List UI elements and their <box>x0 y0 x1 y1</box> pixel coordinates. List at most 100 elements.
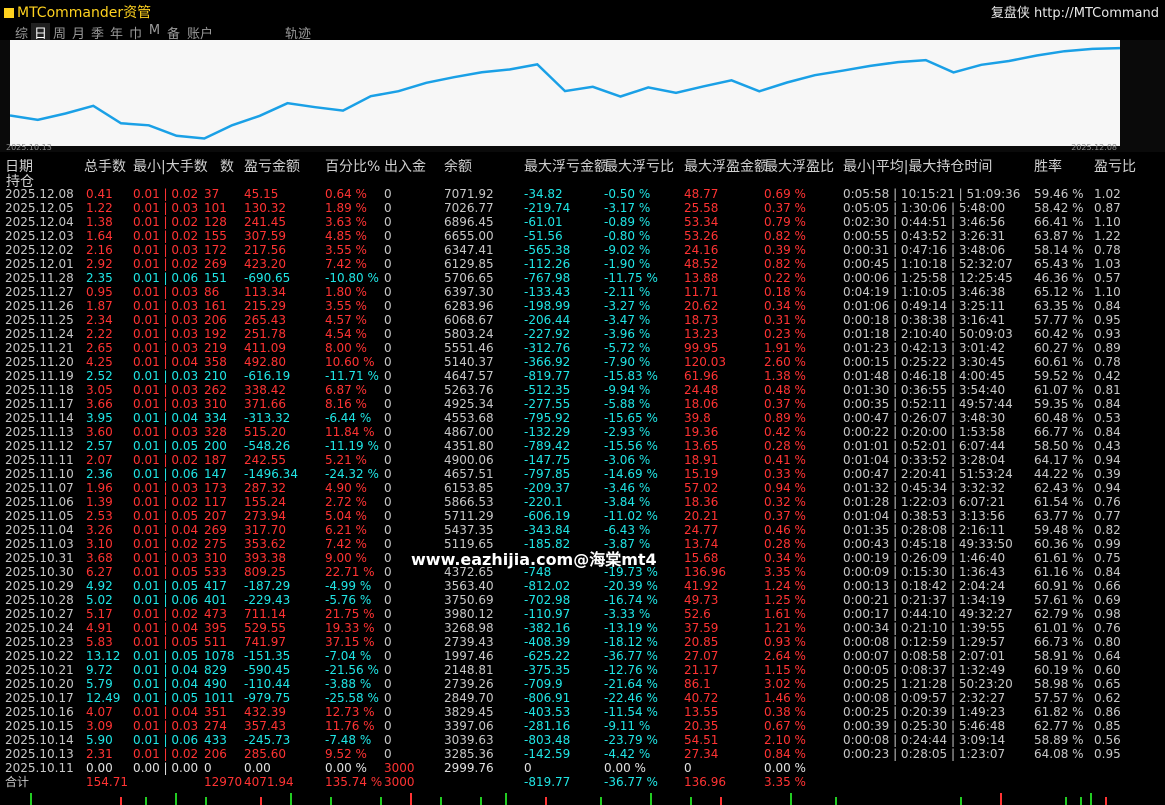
table-row[interactable]: 2025.11.05 2.53 0.01 | 0.05 207 273.94 5.04 %… <box>0 509 1165 523</box>
tab-magic[interactable]: M <box>148 23 161 38</box>
table-row[interactable]: 2025.10.11 0.00 0.00 | 0.00 0 0.00 0.00 % 3000… <box>0 761 1165 775</box>
cell-max-float-loss: -512.35 <box>524 383 571 397</box>
cell-count: 328 <box>204 425 227 439</box>
app-icon <box>4 8 14 18</box>
table-row[interactable]: 2025.11.11 2.07 0.01 | 0.02 187 242.55 5.21 %… <box>0 453 1165 467</box>
table-row[interactable]: 2025.11.26 1.87 0.01 | 0.03 161 215.29 3.55 %… <box>0 299 1165 313</box>
tab-note[interactable]: 备 <box>166 27 180 42</box>
tab-trajectory[interactable]: 轨迹 <box>285 27 312 42</box>
table-row[interactable]: 2025.11.28 2.35 0.01 | 0.06 151 -690.65 -10.8… <box>0 271 1165 285</box>
table-row[interactable]: 2025.11.18 3.05 0.01 | 0.03 262 338.42 6.87 %… <box>0 383 1165 397</box>
table-row[interactable]: 2025.10.31 3.68 0.01 | 0.03 310 393.38 9.00 %… <box>0 551 1165 565</box>
table-row[interactable]: 2025.11.21 2.65 0.01 | 0.03 219 411.09 8.00 %… <box>0 341 1165 355</box>
tab-account[interactable]: 账户 <box>186 27 213 42</box>
tab-quarter[interactable]: 季 <box>90 27 104 42</box>
cell-date: 2025.12.03 <box>5 229 74 243</box>
cell-max-float-profit-pct: 0.22 % <box>764 271 806 285</box>
cell-max-float-profit-pct: 0.34 % <box>764 551 806 565</box>
cell-max-float-loss-pct: -15.56 % <box>604 439 658 453</box>
tab-symbol[interactable]: 巾 <box>128 27 142 42</box>
table-row[interactable]: 2025.11.27 0.95 0.01 | 0.03 86 113.34 1.80 % 0… <box>0 285 1165 299</box>
cell-pnl: 357.43 <box>244 719 286 733</box>
table-row[interactable]: 2025.11.12 2.57 0.01 | 0.05 200 -548.26 -11.1… <box>0 439 1165 453</box>
cell-max-float-loss-pct: -1.90 % <box>604 257 651 271</box>
tab-day[interactable]: 日 <box>31 23 50 42</box>
cell-profit-factor: 0.99 <box>1094 537 1121 551</box>
cell-lots: 3.60 <box>86 425 113 439</box>
cell-date: 2025.11.13 <box>5 425 74 439</box>
table-row[interactable]: 2025.12.08 0.41 0.01 | 0.02 37 45.15 0.64 % 0 7… <box>0 187 1165 201</box>
table-row[interactable]: 2025.11.10 2.36 0.01 | 0.06 147 -1496.34 -24.… <box>0 467 1165 481</box>
table-row[interactable]: 2025.12.03 1.64 0.01 | 0.02 155 307.59 4.85 %… <box>0 229 1165 243</box>
cell-win-rate: 60.27 % <box>1034 341 1084 355</box>
table-row[interactable]: 2025.10.14 5.90 0.01 | 0.06 433 -245.73 -7.48… <box>0 733 1165 747</box>
cell-max-float-loss-pct: -16.74 % <box>604 593 658 607</box>
cell-max-float-loss: -748 <box>524 565 552 579</box>
cell-count: 533 <box>204 565 227 579</box>
table-row[interactable]: 2025.10.13 2.31 0.01 | 0.02 206 285.60 9.52 %… <box>0 747 1165 761</box>
cell-max-float-loss-pct: -13.19 % <box>604 621 658 635</box>
cell-hold-time: 0:01:01 | 0:52:01 | 6:07:44 <box>843 439 1006 453</box>
cell-win-rate: 63.77 % <box>1034 509 1084 523</box>
table-row[interactable]: 2025.11.24 2.22 0.01 | 0.03 192 251.78 4.54 %… <box>0 327 1165 341</box>
cell-profit-factor: 0.66 <box>1094 579 1121 593</box>
table-row[interactable]: 2025.10.28 5.02 0.01 | 0.06 401 -229.43 -5.76… <box>0 593 1165 607</box>
table-row[interactable]: 2025.10.23 5.83 0.01 | 0.05 511 741.97 37.15 … <box>0 635 1165 649</box>
table-row[interactable]: 2025.11.13 3.60 0.01 | 0.03 328 515.20 11.84 … <box>0 425 1165 439</box>
table-row[interactable]: 2025.10.22 13.12 0.01 | 0.05 1078 -151.35 -7.… <box>0 649 1165 663</box>
cell-count: 262 <box>204 383 227 397</box>
cell-date: 2025.12.05 <box>5 201 74 215</box>
tab-overview[interactable]: 综 <box>14 27 28 42</box>
tab-week[interactable]: 周 <box>52 27 66 42</box>
cell-inout: 0 <box>384 425 392 439</box>
cell-max-float-loss-pct: -3.06 % <box>604 453 651 467</box>
cell-count: 210 <box>204 369 227 383</box>
cell-max-float-profit-pct: 1.24 % <box>764 579 806 593</box>
tab-year[interactable]: 年 <box>109 27 123 42</box>
cell-profit-factor: 0.62 <box>1094 691 1121 705</box>
cell-pnl: -245.73 <box>244 733 291 747</box>
cell-pnl: 273.94 <box>244 509 286 523</box>
cell-date: 2025.10.14 <box>5 733 74 747</box>
cell-max-float-profit-pct: 0.37 % <box>764 201 806 215</box>
cell-profit-factor: 0.75 <box>1094 551 1121 565</box>
table-row[interactable]: 2025.10.16 4.07 0.01 | 0.04 351 432.39 12.73 … <box>0 705 1165 719</box>
table-row[interactable]: 2025.11.14 3.95 0.01 | 0.04 334 -313.32 -6.44… <box>0 411 1165 425</box>
table-row[interactable]: 2025.11.17 3.66 0.01 | 0.03 310 371.66 8.16 %… <box>0 397 1165 411</box>
cell-max-float-loss-pct: -0.89 % <box>604 215 651 229</box>
table-row[interactable]: 2025.10.21 9.72 0.01 | 0.04 829 -590.45 -21.5… <box>0 663 1165 677</box>
tab-month[interactable]: 月 <box>71 27 85 42</box>
table-row[interactable]: 2025.10.20 5.79 0.01 | 0.04 490 -110.44 -3.88… <box>0 677 1165 691</box>
table-row[interactable]: 2025.11.03 3.10 0.01 | 0.02 275 353.62 7.42 %… <box>0 537 1165 551</box>
cell-win-rate: 64.08 % <box>1034 747 1084 761</box>
cell-date: 2025.10.22 <box>5 649 74 663</box>
table-row[interactable]: 2025.10.27 5.17 0.01 | 0.02 473 711.14 21.75 … <box>0 607 1165 621</box>
table-row[interactable]: 2025.12.01 2.92 0.01 | 0.02 269 423.20 7.42 %… <box>0 257 1165 271</box>
cell-max-float-loss-pct: -3.84 % <box>604 495 651 509</box>
cell-profit-factor: 0.60 <box>1094 663 1121 677</box>
cell-count: 275 <box>204 537 227 551</box>
cell-max-float-profit: 15.68 <box>684 551 719 565</box>
table-row[interactable]: 2025.12.05 1.22 0.01 | 0.03 101 130.32 1.89 %… <box>0 201 1165 215</box>
table-row[interactable]: 2025.12.04 1.38 0.01 | 0.02 128 241.45 3.63 %… <box>0 215 1165 229</box>
table-row[interactable]: 2025.10.30 6.27 0.01 | 0.05 533 809.25 22.71 … <box>0 565 1165 579</box>
cell-max-float-loss-pct: -5.88 % <box>604 397 651 411</box>
table-row[interactable]: 2025.10.24 4.91 0.01 | 0.04 395 529.55 19.33 … <box>0 621 1165 635</box>
table-row[interactable]: 2025.10.15 3.09 0.01 | 0.03 274 357.43 11.76 … <box>0 719 1165 733</box>
table-row[interactable]: 2025.11.20 4.25 0.01 | 0.04 358 492.80 10.60 … <box>0 355 1165 369</box>
header-max-float-profit-pct: 最大浮盈比 <box>764 159 834 175</box>
table-row[interactable]: 2025.11.06 1.39 0.01 | 0.02 117 155.24 2.72 %… <box>0 495 1165 509</box>
cell-balance: 5551.46 <box>444 341 494 355</box>
table-row[interactable]: 2025.10.17 12.49 0.01 | 0.05 1011 -979.75 -25… <box>0 691 1165 705</box>
table-row[interactable]: 2025.11.04 3.26 0.01 | 0.04 269 317.70 6.21 %… <box>0 523 1165 537</box>
cell-max-float-loss: -789.42 <box>524 439 571 453</box>
cell-lots: 0.41 <box>86 187 113 201</box>
table-row[interactable]: 2025.11.19 2.52 0.01 | 0.03 210 -616.19 -11.7… <box>0 369 1165 383</box>
table-row[interactable]: 2025.11.07 1.96 0.01 | 0.03 173 287.32 4.90 %… <box>0 481 1165 495</box>
table-row[interactable]: 2025.11.25 2.34 0.01 | 0.03 206 265.43 4.57 %… <box>0 313 1165 327</box>
trade-tick <box>205 797 207 805</box>
table-row[interactable]: 2025.12.02 2.16 0.01 | 0.03 172 217.56 3.55 %… <box>0 243 1165 257</box>
cell-win-rate: 61.82 % <box>1034 705 1084 719</box>
brand-link[interactable]: 复盘侠 http://MTCommand <box>990 6 1159 21</box>
table-row[interactable]: 2025.10.29 4.92 0.01 | 0.05 417 -187.29 -4.99… <box>0 579 1165 593</box>
